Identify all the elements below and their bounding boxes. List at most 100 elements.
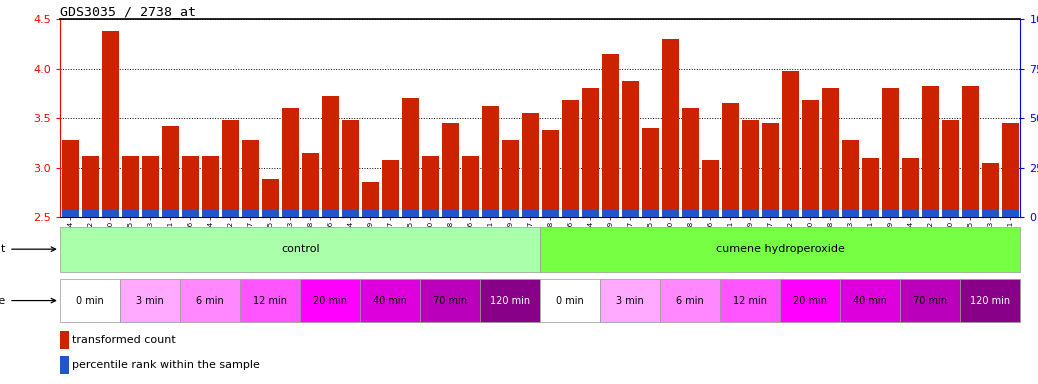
Bar [822,210,839,217]
Bar [142,156,159,217]
Bar [762,210,778,217]
Bar [600,279,660,323]
Bar [622,81,638,217]
Bar [242,210,258,217]
Text: 20 min: 20 min [793,296,827,306]
Bar [841,279,900,323]
Bar [121,156,139,217]
Bar [382,160,399,217]
Bar [962,210,979,217]
Text: 0 min: 0 min [77,296,104,306]
Bar [262,210,279,217]
Bar [1002,210,1019,217]
Bar [300,279,360,323]
Text: 6 min: 6 min [677,296,704,306]
Text: 3 min: 3 min [136,296,164,306]
Bar [60,356,69,374]
Bar [822,88,839,217]
Text: cumene hydroperoxide: cumene hydroperoxide [716,244,845,254]
Bar [442,210,459,217]
Bar [382,210,399,217]
Text: 40 min: 40 min [374,296,407,306]
Bar [262,179,279,217]
Bar [762,123,778,217]
Bar [641,128,659,217]
Bar [862,158,879,217]
Bar [281,108,299,217]
Bar [782,210,799,217]
Bar [922,86,938,217]
Bar [801,210,819,217]
Bar [462,156,479,217]
Text: time: time [0,296,56,306]
Bar [342,210,359,217]
Bar [501,140,519,217]
Text: 12 min: 12 min [253,296,288,306]
Bar [882,88,899,217]
Bar [962,86,979,217]
Bar [281,210,299,217]
Bar [121,210,139,217]
Bar [82,156,99,217]
Bar [862,210,879,217]
Bar [541,227,1020,271]
Bar [402,210,418,217]
Bar [322,96,338,217]
Text: percentile rank within the sample: percentile rank within the sample [72,360,260,370]
Bar [402,98,418,217]
Text: 6 min: 6 min [196,296,224,306]
Bar [641,210,659,217]
Bar [82,210,99,217]
Bar [562,100,579,217]
Bar [242,140,258,217]
Bar [462,210,479,217]
Bar [481,279,541,323]
Bar [602,54,619,217]
Bar [902,158,919,217]
Bar [162,126,179,217]
Text: 0 min: 0 min [556,296,584,306]
Bar [982,210,999,217]
Bar [142,210,159,217]
Bar [662,210,679,217]
Bar [61,140,79,217]
Bar [442,123,459,217]
Text: GDS3035 / 2738_at: GDS3035 / 2738_at [60,5,196,18]
Bar [222,120,239,217]
Bar [682,210,699,217]
Bar [721,103,739,217]
Bar [682,108,699,217]
Bar [842,140,858,217]
Text: 20 min: 20 min [313,296,348,306]
Text: 70 min: 70 min [913,296,948,306]
Bar [522,113,539,217]
Bar [102,31,118,217]
Text: control: control [281,244,320,254]
Bar [702,210,718,217]
Bar [541,279,600,323]
Bar [742,210,759,217]
Bar [842,210,858,217]
Bar [421,210,439,217]
Bar [882,210,899,217]
Text: 3 min: 3 min [617,296,645,306]
Bar [662,39,679,217]
Text: 70 min: 70 min [433,296,467,306]
Bar [902,210,919,217]
Bar [162,210,179,217]
Bar [240,279,300,323]
Bar [222,210,239,217]
Bar [302,210,319,217]
Bar [900,279,960,323]
Bar [360,279,420,323]
Bar [61,210,79,217]
Bar [182,156,198,217]
Bar [960,279,1020,323]
Bar [1002,123,1019,217]
Bar [782,71,799,217]
Bar [622,210,638,217]
Bar [60,227,541,271]
Bar [482,210,499,217]
Bar [602,210,619,217]
Bar [562,210,579,217]
